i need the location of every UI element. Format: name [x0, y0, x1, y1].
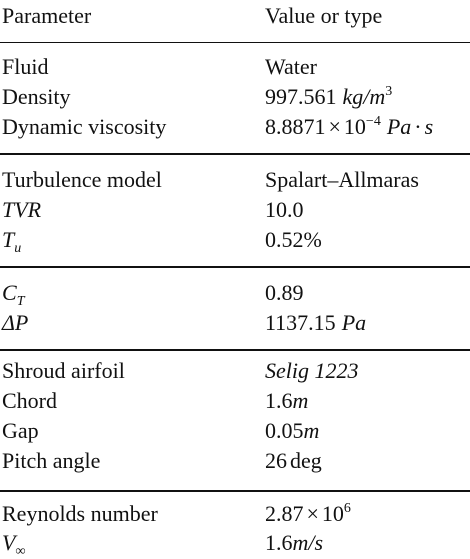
- header-parameter: Parameter: [2, 3, 92, 28]
- vinf-subscript: ∞: [15, 544, 26, 559]
- row-tvr-label: TVR: [2, 197, 42, 222]
- row-density-label: Density: [2, 84, 71, 109]
- vinf-number: 1.6: [265, 530, 293, 555]
- dp-unit: Pa: [341, 310, 367, 335]
- dp-number: 1137.15: [265, 310, 336, 335]
- row-vinf-label: V∞: [2, 530, 26, 559]
- gap-number: 0.05: [265, 418, 304, 443]
- reynolds-mantissa: 2.87: [265, 501, 304, 526]
- header-value: Value or type: [265, 3, 383, 28]
- viscosity-exponent: −4: [365, 114, 381, 129]
- tu-subscript: u: [14, 241, 22, 256]
- viscosity-mantissa: 8.8871: [265, 114, 326, 139]
- row-vinf-value: 1.6m/s: [265, 530, 323, 556]
- reynolds-times: ×: [306, 501, 319, 526]
- vinf-symbol: V: [2, 530, 16, 555]
- chord-number: 1.6: [265, 388, 293, 413]
- density-unit: kg/m: [342, 84, 386, 109]
- row-tu-label: Tu: [2, 227, 22, 256]
- row-reynolds-label: Reynolds number: [2, 501, 158, 526]
- chord-unit: m: [292, 388, 309, 413]
- ct-subscript: T: [16, 294, 25, 309]
- pitch-unit: deg: [290, 448, 322, 473]
- group-rule-3: [0, 349, 470, 351]
- row-fluid-value: Water: [265, 54, 317, 79]
- density-exponent: 3: [385, 84, 393, 99]
- group-rule-2: [0, 266, 470, 268]
- header-rule: [0, 42, 470, 43]
- row-ct-value: 0.89: [265, 280, 304, 305]
- row-ct-label: CT: [2, 280, 25, 309]
- row-viscosity-value: 8.8871 × 10−4 Pa · s: [265, 114, 433, 140]
- pitch-number: 26: [265, 448, 287, 473]
- row-viscosity-label: Dynamic viscosity: [2, 114, 167, 139]
- tu-symbol: T: [2, 227, 15, 252]
- row-tvr-value: 10.0: [265, 197, 304, 222]
- row-fluid-label: Fluid: [2, 54, 49, 79]
- viscosity-base: 10: [343, 114, 366, 139]
- row-chord-label: Chord: [2, 388, 57, 413]
- row-turbulence-value: Spalart–Allmaras: [265, 167, 419, 192]
- row-dp-value: 1137.15 Pa: [265, 310, 366, 336]
- viscosity-unit-pa: Pa: [386, 114, 412, 139]
- row-pitch-label: Pitch angle: [2, 448, 101, 473]
- reynolds-base: 10: [321, 501, 344, 526]
- row-gap-label: Gap: [2, 418, 39, 443]
- viscosity-unit-s: s: [424, 114, 434, 139]
- gap-unit: m: [303, 418, 320, 443]
- group-rule-1: [0, 153, 470, 155]
- density-number: 997.561: [265, 84, 337, 109]
- row-pitch-value: 26 deg: [265, 448, 322, 474]
- row-turbulence-label: Turbulence model: [2, 167, 162, 192]
- group-rule-4: [0, 490, 470, 492]
- vinf-unit: m/s: [292, 530, 324, 555]
- viscosity-dot: ·: [414, 114, 422, 139]
- row-airfoil-label: Shroud airfoil: [2, 358, 125, 383]
- row-density-value: 997.561 kg/m3: [265, 84, 392, 110]
- row-dp-label: ΔP: [2, 310, 29, 335]
- row-reynolds-value: 2.87 × 106: [265, 501, 351, 527]
- row-airfoil-value: Selig 1223: [265, 358, 359, 383]
- row-gap-value: 0.05m: [265, 418, 319, 444]
- reynolds-exponent: 6: [343, 501, 351, 516]
- ct-symbol: C: [2, 280, 17, 305]
- row-chord-value: 1.6m: [265, 388, 308, 414]
- row-tu-value: 0.52%: [265, 227, 322, 252]
- viscosity-times: ×: [328, 114, 341, 139]
